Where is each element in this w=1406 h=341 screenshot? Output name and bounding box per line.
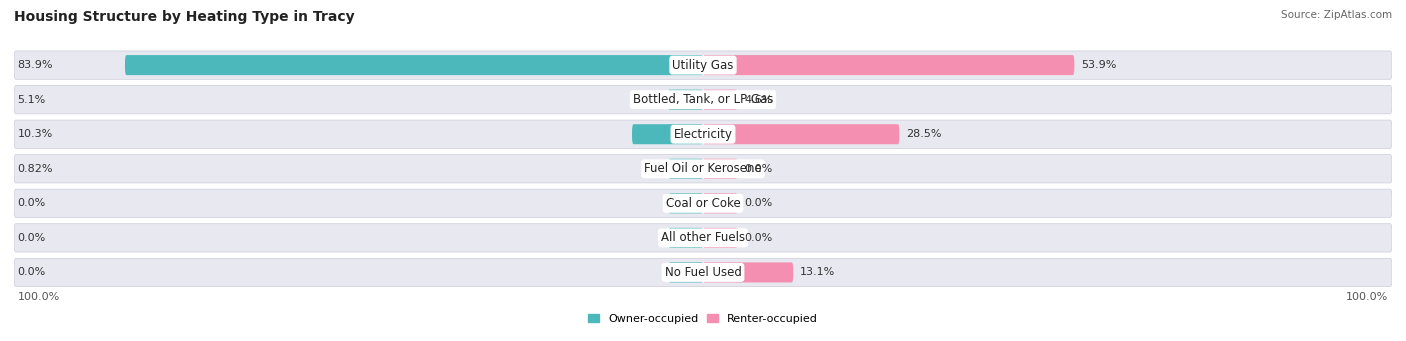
FancyBboxPatch shape: [633, 124, 703, 144]
Text: Source: ZipAtlas.com: Source: ZipAtlas.com: [1281, 10, 1392, 20]
FancyBboxPatch shape: [14, 51, 1392, 79]
Text: 0.82%: 0.82%: [17, 164, 53, 174]
FancyBboxPatch shape: [14, 120, 1392, 148]
Text: 5.1%: 5.1%: [17, 95, 46, 105]
FancyBboxPatch shape: [703, 55, 1074, 75]
Text: 0.0%: 0.0%: [744, 233, 772, 243]
FancyBboxPatch shape: [668, 90, 703, 110]
FancyBboxPatch shape: [14, 258, 1392, 286]
Text: 0.0%: 0.0%: [17, 267, 46, 278]
FancyBboxPatch shape: [669, 193, 703, 213]
FancyBboxPatch shape: [14, 189, 1392, 218]
Text: Bottled, Tank, or LP Gas: Bottled, Tank, or LP Gas: [633, 93, 773, 106]
FancyBboxPatch shape: [703, 90, 738, 110]
FancyBboxPatch shape: [703, 263, 793, 282]
Legend: Owner-occupied, Renter-occupied: Owner-occupied, Renter-occupied: [583, 309, 823, 328]
FancyBboxPatch shape: [703, 228, 738, 248]
FancyBboxPatch shape: [703, 124, 900, 144]
Text: No Fuel Used: No Fuel Used: [665, 266, 741, 279]
Text: 0.0%: 0.0%: [17, 198, 46, 208]
FancyBboxPatch shape: [669, 159, 703, 179]
Text: 13.1%: 13.1%: [800, 267, 835, 278]
Text: 100.0%: 100.0%: [17, 292, 59, 302]
Text: 100.0%: 100.0%: [1347, 292, 1389, 302]
Text: 83.9%: 83.9%: [17, 60, 53, 70]
FancyBboxPatch shape: [14, 154, 1392, 183]
Text: 53.9%: 53.9%: [1081, 60, 1116, 70]
FancyBboxPatch shape: [125, 55, 703, 75]
Text: 0.0%: 0.0%: [17, 233, 46, 243]
FancyBboxPatch shape: [703, 193, 738, 213]
FancyBboxPatch shape: [669, 263, 703, 282]
Text: 0.0%: 0.0%: [744, 198, 772, 208]
Text: Coal or Coke: Coal or Coke: [665, 197, 741, 210]
Text: 4.6%: 4.6%: [744, 95, 773, 105]
Text: Electricity: Electricity: [673, 128, 733, 141]
Text: All other Fuels: All other Fuels: [661, 232, 745, 244]
FancyBboxPatch shape: [669, 228, 703, 248]
Text: 10.3%: 10.3%: [17, 129, 53, 139]
Text: Housing Structure by Heating Type in Tracy: Housing Structure by Heating Type in Tra…: [14, 10, 354, 24]
FancyBboxPatch shape: [14, 86, 1392, 114]
Text: Utility Gas: Utility Gas: [672, 59, 734, 72]
Text: Fuel Oil or Kerosene: Fuel Oil or Kerosene: [644, 162, 762, 175]
Text: 28.5%: 28.5%: [907, 129, 942, 139]
FancyBboxPatch shape: [703, 159, 738, 179]
Text: 0.0%: 0.0%: [744, 164, 772, 174]
FancyBboxPatch shape: [14, 224, 1392, 252]
